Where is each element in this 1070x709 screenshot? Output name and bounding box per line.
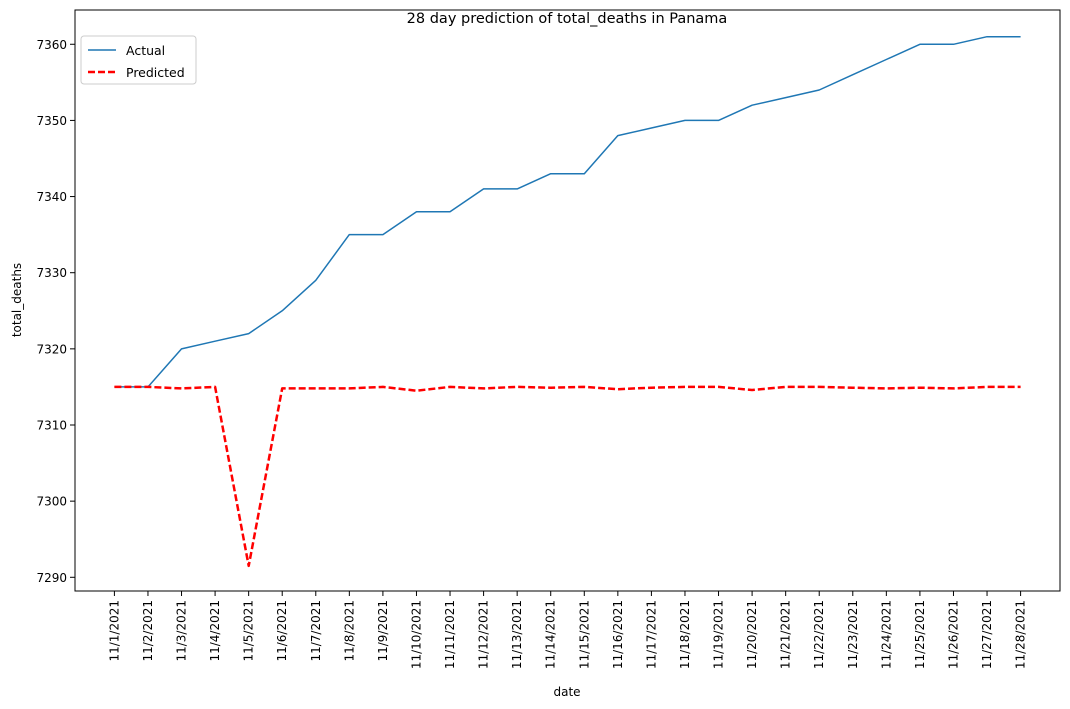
y-axis: 7290 7300 7310 7320 7330 7340 7350 7360	[36, 38, 75, 585]
x-tick-label: 11/22/2021	[812, 600, 826, 669]
y-tick-label: 7350	[36, 114, 67, 128]
y-tick-label: 7360	[36, 38, 67, 52]
x-tick-label: 11/1/2021	[107, 600, 121, 662]
x-tick-label: 11/16/2021	[611, 600, 625, 669]
x-tick-label: 11/28/2021	[1014, 600, 1028, 669]
x-tick-label: 11/26/2021	[946, 600, 960, 669]
plot-area	[114, 35, 1021, 568]
series-line-predicted	[114, 385, 1021, 568]
y-tick-label: 7320	[36, 342, 67, 356]
x-tick-label: 11/14/2021	[544, 600, 558, 669]
series-line-actual	[114, 35, 1021, 388]
x-tick-label: 11/20/2021	[745, 600, 759, 669]
y-tick-label: 7330	[36, 266, 67, 280]
y-tick-label: 7290	[36, 571, 67, 585]
x-tick-label: 11/27/2021	[980, 600, 994, 669]
x-tick-label: 11/9/2021	[376, 600, 390, 662]
legend-label-predicted: Predicted	[126, 65, 185, 80]
x-tick-label: 11/4/2021	[208, 600, 222, 662]
x-tick-label: 11/21/2021	[779, 600, 793, 669]
chart-title: 28 day prediction of total_deaths in Pan…	[407, 11, 728, 27]
x-tick-label: 11/15/2021	[577, 600, 591, 669]
x-tick-label: 11/23/2021	[846, 600, 860, 669]
plot-frame	[74, 9, 1061, 592]
x-axis-label: date	[553, 685, 580, 699]
y-tick-label: 7340	[36, 190, 67, 204]
x-tick-label: 11/2/2021	[141, 600, 155, 662]
x-tick-label: 11/17/2021	[644, 600, 658, 669]
x-tick-label: 11/24/2021	[879, 600, 893, 669]
x-tick-label: 11/8/2021	[342, 600, 356, 662]
x-tick-label: 11/10/2021	[409, 600, 423, 669]
x-tick-label: 11/11/2021	[443, 600, 457, 669]
x-tick-label: 11/25/2021	[913, 600, 927, 669]
x-tick-label: 11/13/2021	[510, 600, 524, 669]
x-tick-label: 11/3/2021	[175, 600, 189, 662]
legend-label-actual: Actual	[126, 43, 165, 58]
x-tick-label: 11/18/2021	[678, 600, 692, 669]
legend: Actual Predicted	[80, 35, 197, 85]
x-tick-label: 11/19/2021	[712, 600, 726, 669]
x-tick-label: 11/6/2021	[275, 600, 289, 662]
y-axis-label: total_deaths	[10, 263, 24, 337]
x-tick-label: 11/7/2021	[309, 600, 323, 662]
y-tick-label: 7300	[36, 495, 67, 509]
y-tick-label: 7310	[36, 419, 67, 433]
x-tick-label: 11/12/2021	[477, 600, 491, 669]
x-tick-label: 11/5/2021	[242, 600, 256, 662]
x-axis: 11/1/2021 11/2/2021 11/3/2021 11/4/2021 11/5…	[107, 591, 1028, 669]
